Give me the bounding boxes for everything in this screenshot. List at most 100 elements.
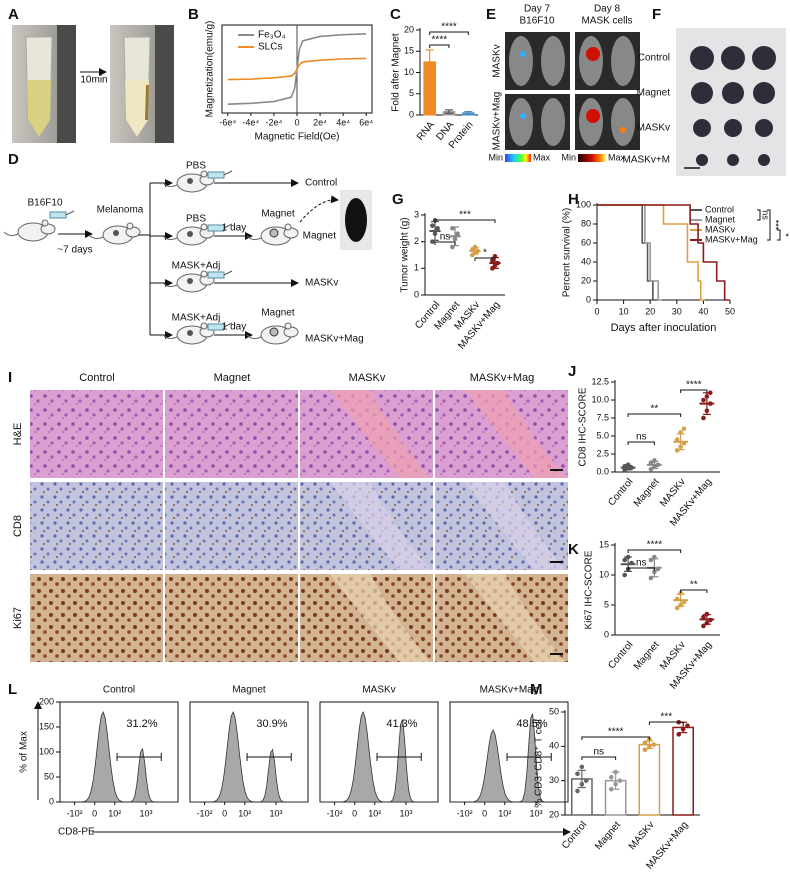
data-point [622, 572, 628, 578]
data-point [707, 617, 713, 623]
panel-letter: J [568, 363, 576, 380]
data-point [652, 569, 657, 575]
bar [638, 743, 661, 816]
stroma [465, 574, 565, 662]
data-point [452, 236, 458, 242]
needle [223, 270, 233, 276]
data-point [678, 430, 683, 435]
x-axis-title: CD8-PE [58, 827, 95, 838]
syringe [49, 211, 67, 219]
x-tick-label: 0 [294, 117, 299, 127]
y-tick-label: 5.0 [596, 430, 609, 440]
y-tick-label: 15 [404, 46, 414, 56]
x-axis-title: Days after inoculation [611, 322, 717, 334]
data-point [701, 623, 706, 629]
mouse-photo [345, 198, 367, 242]
label: Min [561, 152, 576, 162]
panel-letter: H [568, 191, 579, 208]
data-point [651, 742, 657, 747]
panel-letter: F [652, 6, 661, 23]
y-tick-label: 0 [414, 289, 419, 299]
sig-label: ** [690, 580, 698, 591]
x-tick-label: 50 [725, 306, 735, 316]
y-tick-label: 2.5 [596, 448, 609, 458]
data-point [622, 557, 628, 563]
label: B16F10 [27, 198, 62, 209]
label: MASK+Adj [172, 261, 221, 272]
stroma [330, 574, 430, 662]
data-point [490, 258, 495, 263]
sig-bracket [581, 756, 617, 760]
signal [586, 109, 600, 123]
sig-bracket [429, 31, 469, 35]
gate-percent: 48.5% [516, 718, 547, 730]
panel-letter: I [8, 369, 12, 386]
data-point [613, 781, 618, 787]
data-point [430, 223, 435, 228]
data-point [701, 415, 706, 421]
error-bar [464, 110, 473, 115]
tumor-photo [752, 46, 776, 70]
data-point [583, 778, 589, 783]
y-tick-label: 60 [581, 237, 591, 247]
data-point [676, 732, 682, 737]
data-point [704, 394, 710, 399]
data-point [704, 620, 710, 626]
data-point [579, 764, 585, 770]
signal [586, 47, 600, 61]
data-point [450, 244, 455, 250]
x-tick-label: 4e⁴ [336, 117, 350, 127]
data-point [575, 788, 580, 794]
data-point [575, 771, 580, 777]
sig-label: *** [459, 210, 471, 221]
histogram [320, 711, 438, 803]
data-point [625, 554, 631, 560]
color-scale [578, 154, 606, 162]
gate-percent: 31.2% [126, 718, 157, 730]
tumor-photo [753, 82, 775, 104]
magnet-icon [269, 228, 279, 238]
sig-label: **** [432, 35, 448, 46]
gate [246, 753, 292, 761]
x-tick-label: RNA [415, 119, 437, 142]
y-tick-label: 150 [39, 721, 54, 731]
stroma [465, 390, 565, 478]
data-point [685, 723, 690, 729]
stroma [330, 390, 430, 478]
x-tick-label: -10² [197, 808, 213, 818]
x-tick-label: 10³ [139, 808, 152, 818]
sig-bracket [434, 241, 456, 245]
panel-letter: B [188, 6, 199, 23]
sig-label: ns [440, 232, 451, 243]
sig-label: ** [650, 404, 658, 415]
x-tick-label: Magnet [593, 819, 623, 852]
y-tick-label: 100 [576, 199, 591, 209]
tumor-photo [691, 82, 713, 104]
data-point [617, 778, 623, 783]
data-point [707, 401, 713, 406]
x-tick-label: -10² [327, 808, 343, 818]
panel-letter: L [8, 681, 17, 698]
sig-label: ns [593, 747, 604, 758]
mouse-ear [200, 223, 208, 231]
y-tick-label: 2 [414, 236, 419, 246]
tumor-photo [693, 119, 711, 137]
y-tick-label: 1 [414, 263, 419, 273]
y-tick-label: 20 [404, 24, 414, 34]
label: MASKv [349, 372, 386, 384]
x-tick-label: 10³ [399, 808, 412, 818]
y-tick-label: 0 [604, 629, 609, 639]
magnet-icon [269, 327, 279, 337]
y-tick-label: 80 [581, 218, 591, 228]
y-tick-label: 20 [549, 809, 559, 819]
mouse-tail [246, 334, 262, 340]
data-point [681, 599, 687, 605]
sig-label: ns [636, 558, 647, 569]
mouse-tail [246, 235, 262, 241]
panel-letter: C [390, 6, 401, 23]
mouse-ear [200, 322, 208, 330]
y-tick-label: 3 [414, 209, 419, 219]
panel-letter: D [8, 151, 19, 168]
label: 1 day [222, 322, 246, 333]
